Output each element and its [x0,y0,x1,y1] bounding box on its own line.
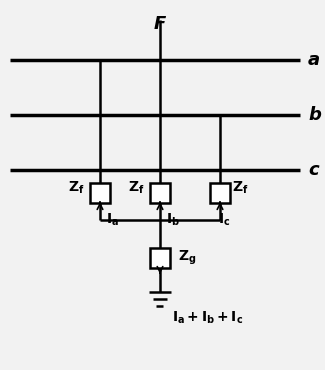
Bar [150,248,170,268]
Text: $\mathbf{Z_f}$: $\mathbf{Z_f}$ [232,180,249,196]
Bar [90,183,110,203]
Text: a: a [308,51,320,69]
Text: $\mathbf{Z_f}$: $\mathbf{Z_f}$ [68,180,84,196]
Text: F: F [154,15,166,33]
Text: $\mathbf{Z_f}$: $\mathbf{Z_f}$ [127,180,144,196]
Text: b: b [308,106,321,124]
Bar [210,183,230,203]
Text: $\mathbf{I_b}$: $\mathbf{I_b}$ [166,212,180,228]
Text: $\mathbf{I_a}$: $\mathbf{I_a}$ [106,212,119,228]
Text: $\mathbf{I_c}$: $\mathbf{I_c}$ [218,212,230,228]
Bar [150,183,170,203]
Text: $\mathbf{Z_g}$: $\mathbf{Z_g}$ [178,249,196,267]
Text: c: c [308,161,318,179]
Text: $\mathbf{I_a + I_b + I_c}$: $\mathbf{I_a + I_b + I_c}$ [172,310,243,326]
